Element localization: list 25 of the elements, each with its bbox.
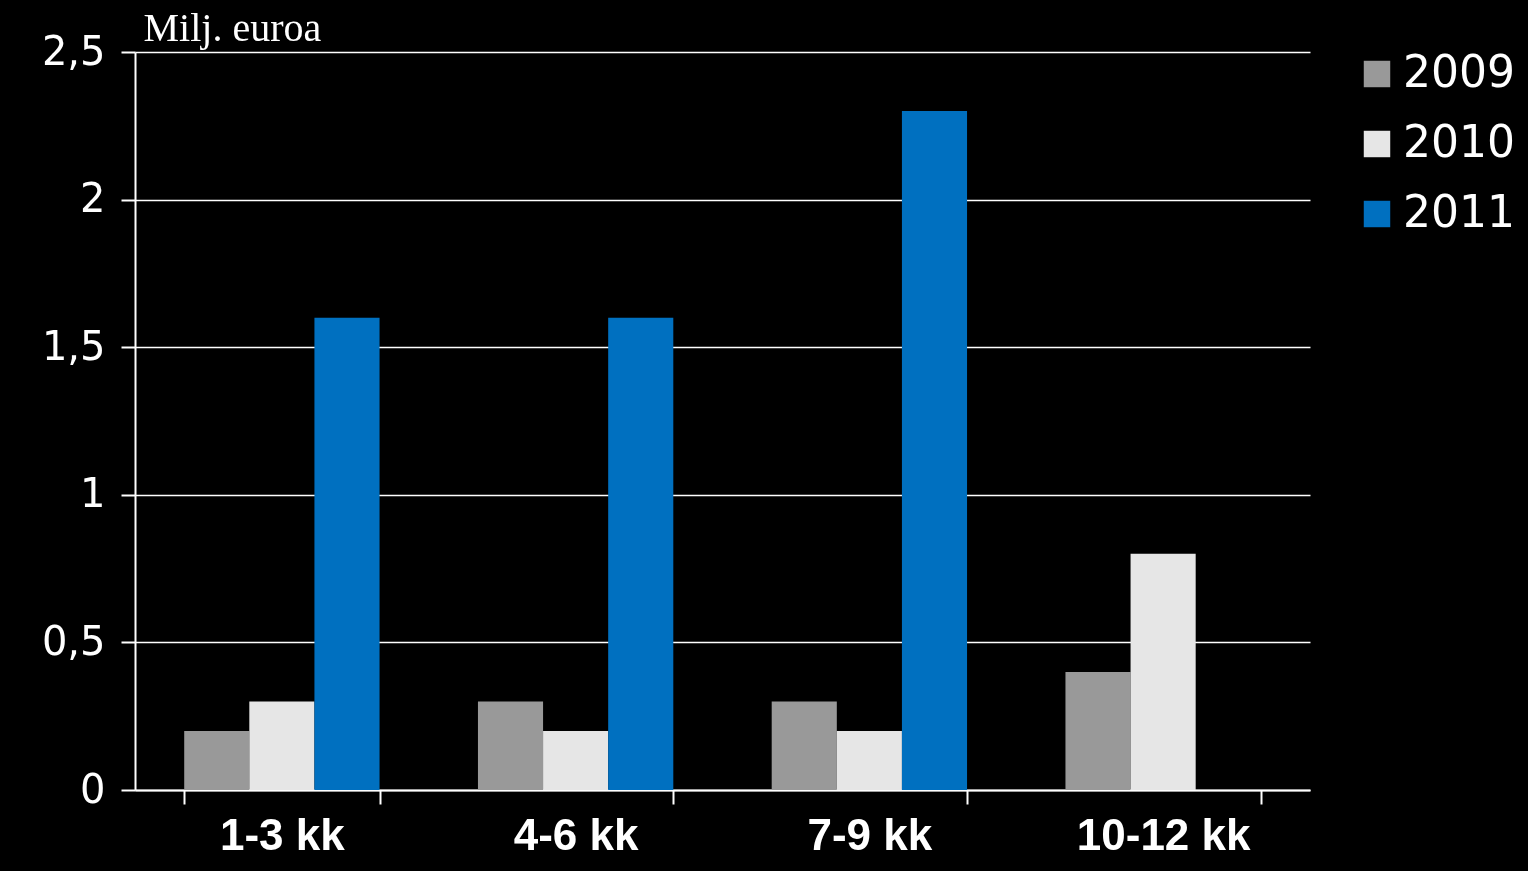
bar (771, 701, 837, 790)
y-tick-label: 0 (80, 765, 106, 812)
bar (314, 317, 380, 790)
legend-label: 2011 (1403, 186, 1515, 237)
x-tick-label: 10-12 kk (1076, 809, 1251, 859)
legend-label: 2010 (1403, 116, 1515, 167)
y-tick-label: 1,5 (41, 322, 106, 369)
bar (543, 730, 609, 790)
y-axis-title: Milj. euroa (143, 4, 322, 50)
y-tick-label: 1 (80, 470, 106, 517)
bar (1065, 671, 1131, 790)
y-tick-label: 2,5 (41, 27, 106, 74)
bar (901, 111, 968, 790)
bar (249, 701, 315, 790)
bar (477, 701, 544, 790)
legend-label: 2009 (1403, 46, 1515, 97)
y-tick-label: 2 (80, 175, 106, 222)
bar (1130, 553, 1196, 790)
x-tick-label: 1-3 kk (219, 809, 346, 859)
bar (836, 730, 902, 790)
x-tick-label: 4-6 kk (513, 809, 640, 859)
bar (608, 317, 674, 790)
x-tick-label: 7-9 kk (807, 809, 933, 859)
y-tick-label: 0,5 (41, 617, 106, 664)
bar (184, 730, 250, 790)
